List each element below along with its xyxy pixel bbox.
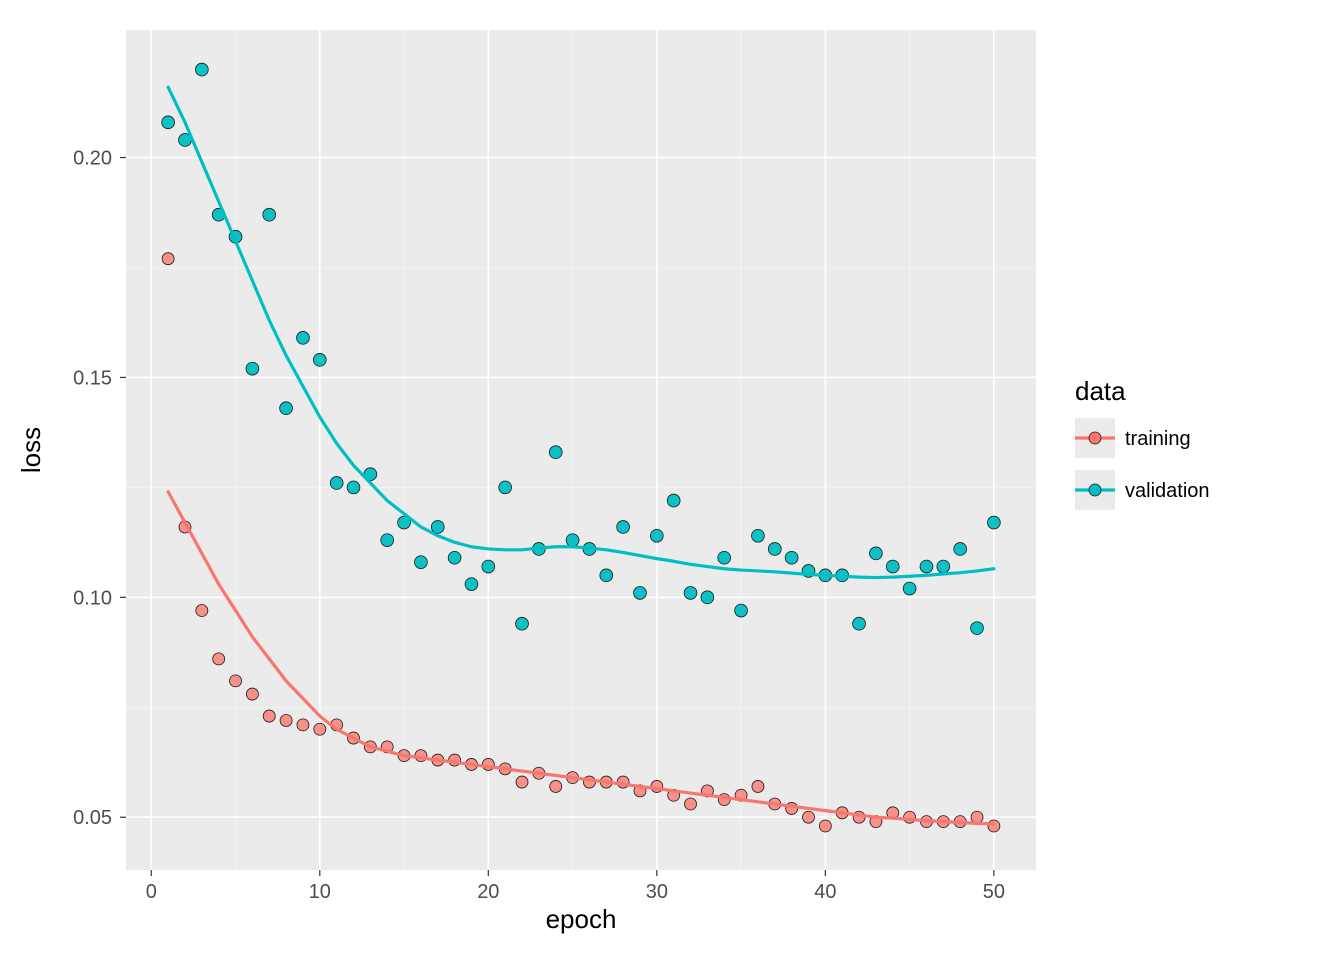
validation-point [937, 560, 950, 573]
x-tick-label: 50 [983, 881, 1005, 903]
validation-point [280, 402, 293, 415]
validation-point [987, 516, 1000, 529]
legend-key-point [1089, 484, 1101, 496]
training-point [988, 820, 1000, 832]
validation-point [752, 529, 765, 542]
training-point [752, 780, 764, 792]
validation-point [768, 543, 781, 556]
validation-point [600, 569, 613, 582]
legend: data training validation [1075, 376, 1210, 510]
validation-point [499, 481, 512, 494]
validation-point [920, 560, 933, 573]
validation-point [735, 604, 748, 617]
validation-point [718, 551, 731, 564]
validation-point [297, 331, 310, 344]
training-point [230, 675, 242, 687]
x-tick-label: 0 [146, 881, 157, 903]
chart-figure: 0 10 20 30 40 50 0.05 0.10 0.15 0.20 epoch loss data… [0, 0, 1344, 960]
validation-point [465, 578, 478, 591]
validation-point [431, 521, 444, 534]
training-point [685, 798, 697, 810]
training-point [550, 780, 562, 792]
validation-point [701, 591, 714, 604]
y-tick-label: 0.10 [73, 587, 112, 609]
plot-panel [126, 30, 1036, 870]
validation-point [870, 547, 883, 560]
validation-point [482, 560, 495, 573]
validation-point [549, 446, 562, 459]
validation-point [263, 208, 276, 221]
validation-point [954, 543, 967, 556]
y-tick-label: 0.15 [73, 367, 112, 389]
training-point [263, 710, 275, 722]
training-point [297, 719, 309, 731]
legend-item-label: training [1125, 428, 1191, 450]
validation-point [617, 521, 630, 534]
validation-point [330, 477, 343, 490]
training-point [819, 820, 831, 832]
validation-point [516, 617, 529, 630]
x-tick-label: 20 [477, 881, 499, 903]
validation-point [634, 587, 647, 600]
legend-item-label: validation [1125, 480, 1210, 502]
y-axis-ticks: 0.05 0.10 0.15 0.20 [73, 148, 126, 830]
validation-point [381, 534, 394, 547]
x-tick-label: 10 [309, 881, 331, 903]
y-tick-label: 0.05 [73, 807, 112, 829]
validation-point [886, 560, 899, 573]
training-point [162, 253, 174, 265]
chart-svg: 0 10 20 30 40 50 0.05 0.10 0.15 0.20 epoch loss data… [0, 0, 1344, 960]
validation-point [195, 63, 208, 76]
validation-point [246, 362, 259, 375]
x-tick-label: 30 [646, 881, 668, 903]
legend-key-point [1089, 432, 1101, 444]
validation-point [853, 617, 866, 630]
y-axis-label: loss [16, 427, 46, 473]
training-point [904, 811, 916, 823]
validation-point [785, 551, 798, 564]
validation-point [347, 481, 360, 494]
legend-title: data [1075, 376, 1126, 406]
training-point [196, 605, 208, 617]
validation-point [415, 556, 428, 569]
training-point [213, 653, 225, 665]
training-point [803, 811, 815, 823]
training-point [314, 723, 326, 735]
x-axis-label: epoch [546, 904, 617, 934]
training-point [246, 688, 258, 700]
validation-point [566, 534, 579, 547]
validation-point [650, 529, 663, 542]
validation-point [903, 582, 916, 595]
training-point [516, 776, 528, 788]
y-tick-label: 0.20 [73, 148, 112, 170]
validation-point [313, 353, 326, 366]
validation-point [971, 622, 984, 635]
training-point [280, 714, 292, 726]
x-tick-label: 40 [814, 881, 836, 903]
validation-point [448, 551, 461, 564]
training-point [971, 811, 983, 823]
validation-point [162, 116, 175, 129]
validation-point [667, 494, 680, 507]
x-axis-ticks: 0 10 20 30 40 50 [146, 870, 1005, 903]
validation-point [684, 587, 697, 600]
